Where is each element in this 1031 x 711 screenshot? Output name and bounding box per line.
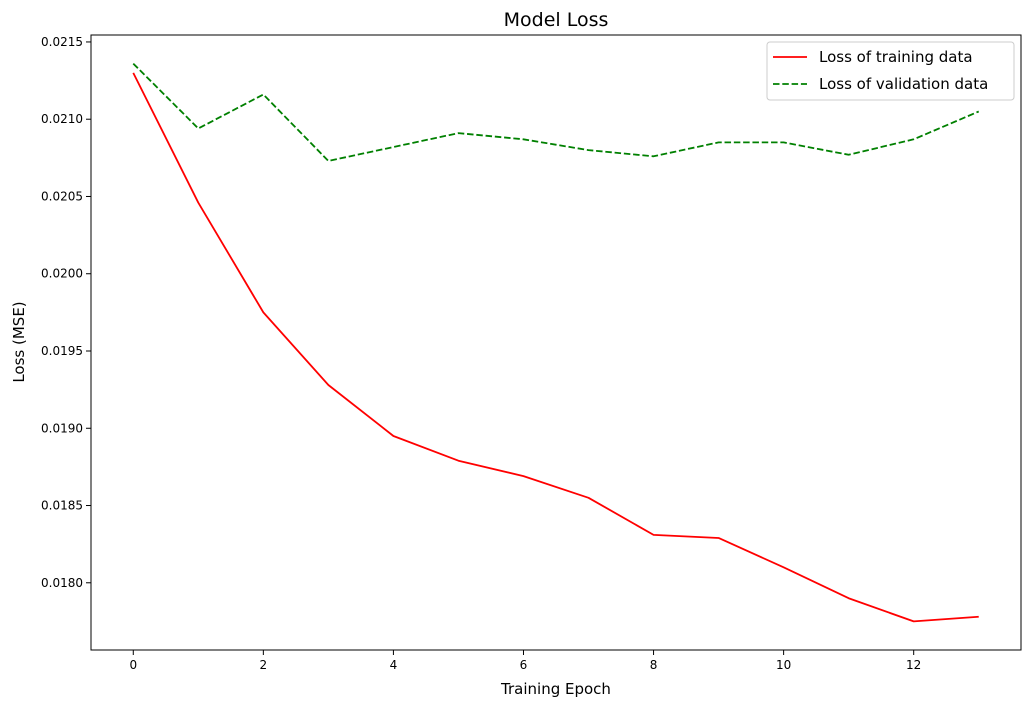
series-line-1 (132, 72, 979, 623)
y-tick-label: 0.0205 (41, 189, 83, 203)
x-tick-label: 8 (650, 658, 658, 672)
y-tick-label: 0.0210 (41, 112, 83, 126)
legend: Loss of training data Loss of validation … (766, 41, 1015, 101)
legend-box (766, 41, 1015, 101)
y-tick-label: 0.0185 (41, 499, 83, 513)
x-tick-label: 10 (776, 658, 791, 672)
x-axis-label: Training Epoch (500, 680, 611, 698)
y-tick-label: 0.0195 (41, 344, 83, 358)
legend-label-1: Loss of training data (819, 48, 973, 66)
x-tick-label: 6 (520, 658, 528, 672)
x-tick-label: 2 (260, 658, 268, 672)
y-tick-label: 0.0180 (41, 576, 83, 590)
y-axis-label: Loss (MSE) (10, 301, 28, 382)
series-line-2 (132, 62, 980, 162)
plot-frame (90, 34, 1022, 651)
y-tick-label: 0.0200 (41, 267, 83, 281)
y-tick-label: 0.0190 (41, 421, 83, 435)
chart-title: Model Loss (504, 9, 609, 31)
legend-label-2: Loss of validation data (819, 75, 988, 93)
x-tick-label: 0 (129, 658, 137, 672)
x-tick-label: 12 (906, 658, 921, 672)
plot-area: 0 2 4 6 8 10 12 0.0180 0.0185 0.0190 0.0195 0.0200 0… (41, 34, 1022, 672)
x-tick-label: 4 (390, 658, 398, 672)
y-tick-label: 0.0215 (41, 35, 83, 49)
